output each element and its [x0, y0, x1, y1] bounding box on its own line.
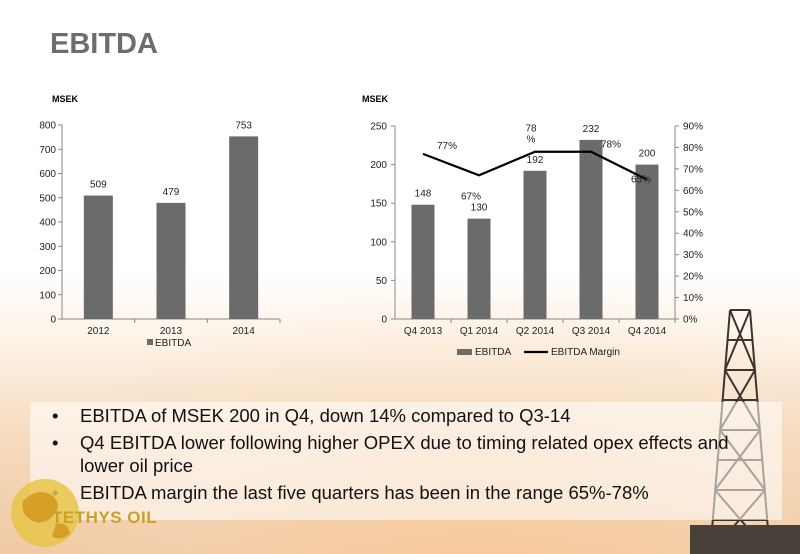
data-label: 509: [90, 180, 107, 191]
x-tick-label: Q3 2014: [572, 326, 611, 337]
y-tick-label: 150: [370, 199, 387, 210]
x-tick-label: Q2 2014: [516, 326, 555, 337]
y-tick-label: 250: [370, 122, 387, 133]
page-title: EBITDA: [50, 28, 158, 60]
margin-data-label: 67%: [461, 191, 481, 202]
x-tick-label: Q1 2014: [460, 326, 499, 337]
bar-data-label: 148: [415, 189, 432, 200]
margin-data-label: 65%: [631, 175, 651, 186]
bullet-item: Q4 EBITDA lower following higher OPEX du…: [50, 431, 770, 477]
x-tick-label: Q4 2014: [628, 326, 667, 337]
bar: [156, 202, 186, 319]
y2-tick-label: 50%: [683, 207, 703, 218]
chart1-unit-label: MSEK: [52, 94, 79, 104]
bullet-list: EBITDA of MSEK 200 in Q4, down 14% compa…: [50, 404, 770, 508]
legend-label-line: EBITDA Margin: [551, 347, 620, 358]
y2-tick-label: 0%: [683, 315, 698, 326]
logo-text: TETHYS OIL: [52, 508, 158, 527]
y-tick-label: 0: [50, 315, 56, 326]
bar: [467, 218, 491, 319]
x-tick-label: 2014: [233, 326, 256, 337]
y-tick-label: 100: [39, 290, 56, 301]
y2-tick-label: 70%: [683, 164, 703, 175]
legend-label: EBITDA: [155, 338, 191, 349]
bar: [229, 136, 259, 319]
y2-tick-label: 60%: [683, 186, 703, 197]
margin-data-label: 78: [525, 124, 537, 135]
y2-tick-label: 20%: [683, 272, 703, 283]
legend-swatch-bar: [457, 349, 472, 355]
x-tick-label: Q4 2013: [404, 326, 443, 337]
bar-data-label: 200: [639, 149, 656, 160]
data-label: 753: [235, 120, 252, 131]
bar: [635, 164, 659, 319]
data-label: 479: [163, 187, 180, 198]
y-tick-label: 800: [39, 121, 56, 132]
bar: [83, 195, 113, 319]
y-tick-label: 200: [370, 160, 387, 171]
y2-tick-label: 40%: [683, 229, 703, 240]
margin-line: [422, 150, 648, 181]
chart2-unit-label: MSEK: [362, 94, 389, 104]
bullet-item: EBITDA of MSEK 200 in Q4, down 14% compa…: [50, 404, 770, 427]
y2-tick-label: 30%: [683, 250, 703, 261]
x-tick-label: 2013: [160, 326, 183, 337]
margin-data-label: 77%: [437, 141, 457, 152]
bar: [523, 170, 547, 319]
x-tick-label: 2012: [87, 326, 110, 337]
y-tick-label: 200: [39, 266, 56, 277]
bar: [411, 204, 435, 319]
y-tick-label: 0: [381, 315, 387, 326]
y-tick-label: 50: [376, 276, 388, 287]
margin-data-label: %: [527, 135, 536, 146]
bar: [579, 139, 603, 319]
y-tick-label: 500: [39, 193, 56, 204]
legend-swatch: [147, 339, 153, 345]
y2-tick-label: 10%: [683, 293, 703, 304]
bar-data-label: 232: [583, 124, 600, 135]
y-tick-label: 400: [39, 218, 56, 229]
bullet-item: EBITDA margin the last five quarters has…: [50, 481, 770, 504]
y-tick-label: 100: [370, 237, 387, 248]
y2-tick-label: 90%: [683, 122, 703, 133]
bar-data-label: 130: [471, 203, 488, 214]
y-tick-label: 600: [39, 169, 56, 180]
tethys-oil-globe-logo: [11, 479, 79, 547]
y-tick-label: 300: [39, 242, 56, 253]
y-tick-label: 700: [39, 145, 56, 156]
bar-data-label: 192: [527, 155, 544, 166]
y2-tick-label: 80%: [683, 143, 703, 154]
margin-data-label: 78%: [601, 140, 621, 151]
legend-label-bar: EBITDA: [475, 347, 511, 358]
